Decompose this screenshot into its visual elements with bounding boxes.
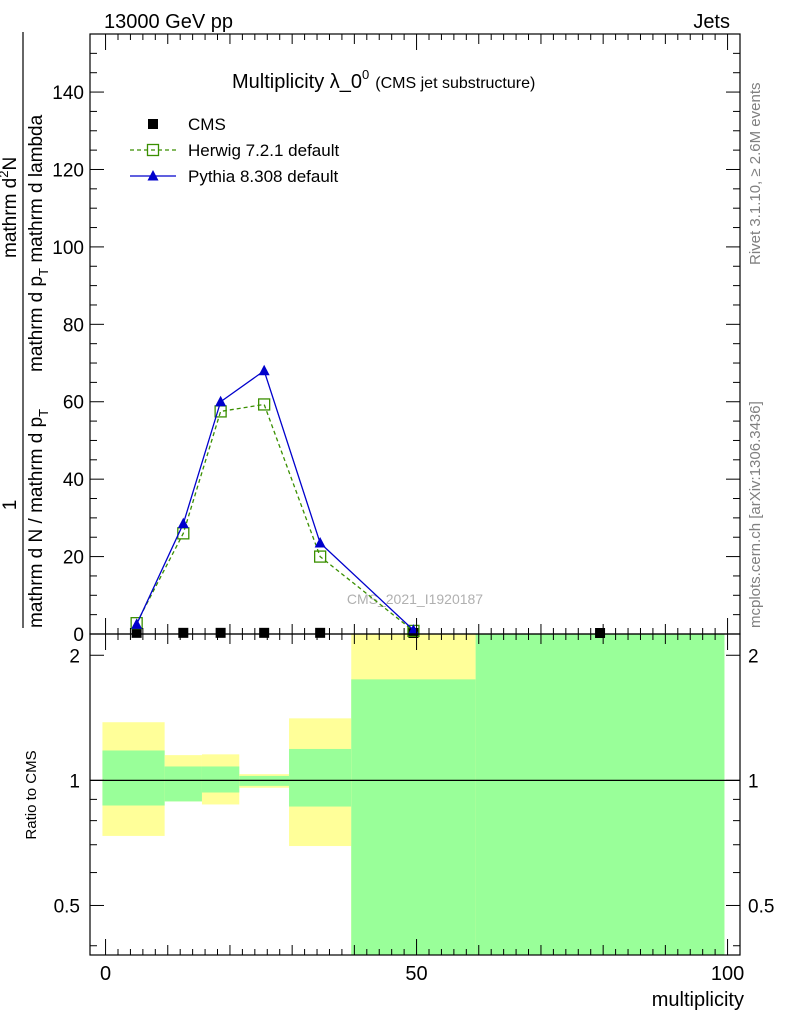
rivet-version-text: Rivet 3.1.10, ≥ 2.6M events xyxy=(747,83,764,266)
plot-axes: 0 20 40 60 80 100 120 140 0 50 100 0.5 0.5 1 1 2 2 xyxy=(52,33,774,985)
legend-entry-2: Pythia 8.308 default xyxy=(130,167,339,186)
data-point-1-4 xyxy=(313,550,327,563)
analysis-watermark: CMS_2021_I1920187 xyxy=(347,591,483,607)
main-y-axis-label: 1 mathrm d N / mathrm d pT mathrm d2N ma… xyxy=(0,32,51,628)
ratio-band-green-5 xyxy=(351,679,476,955)
data-point-1-3 xyxy=(258,398,271,411)
legend-label-1: Herwig 7.2.1 default xyxy=(188,141,339,160)
legend-marker-2 xyxy=(147,170,159,181)
x-tick-label: 0 xyxy=(100,963,111,985)
ratio-y-tick-label-right: 1 xyxy=(748,771,759,792)
data-point-0-4 xyxy=(315,627,326,638)
ratio-y-tick-label: 2 xyxy=(69,646,80,667)
series-2 xyxy=(131,364,419,635)
main-y-tick-label: 140 xyxy=(52,83,84,104)
ratio-band-green-1 xyxy=(164,766,202,802)
main-y-tick-label: 100 xyxy=(52,238,84,259)
data-point-0-0 xyxy=(131,627,142,638)
ratio-band-green-6 xyxy=(475,634,725,955)
ylabel-rhs-top: mathrm d2N xyxy=(0,157,21,258)
legend-marker-1 xyxy=(146,143,160,157)
main-plot-title: Multiplicity λ_00(CMS jet substructure) xyxy=(232,67,535,93)
data-point-0-1 xyxy=(178,627,189,638)
main-y-tick-label: 80 xyxy=(63,315,84,336)
legend-label-2: Pythia 8.308 default xyxy=(188,167,339,186)
title-main-text: Multiplicity λ_00(CMS jet substructure) xyxy=(232,67,535,93)
legend-entry-0: CMS xyxy=(148,115,226,134)
main-y-tick-label: 0 xyxy=(73,625,84,646)
data-point-2-3 xyxy=(258,364,270,376)
data-point-0-6 xyxy=(595,628,606,638)
ratio-y-tick-label-right: 0.5 xyxy=(748,896,774,917)
data-point-2-4 xyxy=(314,537,326,548)
main-y-tick-label: 20 xyxy=(63,548,84,569)
legend-label-0: CMS xyxy=(188,115,226,134)
ratio-y-tick-label: 0.5 xyxy=(54,896,80,917)
ylabel-denominator: mathrm d N / mathrm d pT xyxy=(26,409,51,628)
main-y-tick-label: 60 xyxy=(63,393,84,414)
series-1 xyxy=(130,398,420,638)
x-tick-label: 100 xyxy=(711,963,744,985)
ratio-band-green-2 xyxy=(201,766,240,793)
mcplots-reference-text: mcplots.cern.ch [arXiv:1306.3436] xyxy=(747,401,764,628)
legend: CMS Herwig 7.2.1 default Pythia 8.308 defa… xyxy=(130,115,339,186)
series-line-2 xyxy=(136,369,414,631)
data-point-2-1 xyxy=(177,517,189,529)
legend-entry-1: Herwig 7.2.1 default xyxy=(130,141,339,160)
series-line-1 xyxy=(136,403,414,632)
ylabel-rhs-bottom: mathrm d pT mathrm d lambda xyxy=(26,114,51,372)
ratio-band-green-4 xyxy=(289,748,352,807)
ratio-y-tick-label: 1 xyxy=(69,771,80,792)
x-axis-title: multiplicity xyxy=(652,989,744,1011)
ratio-plot-frame xyxy=(89,633,741,956)
data-point-2-0 xyxy=(131,618,143,629)
header-left: 13000 GeV pp xyxy=(104,11,233,33)
data-point-0-2 xyxy=(215,627,226,638)
ylabel-numerator: 1 xyxy=(0,500,21,511)
main-y-tick-label: 40 xyxy=(63,470,84,491)
main-y-tick-label: 120 xyxy=(52,160,84,181)
main-plot-series xyxy=(130,364,606,638)
data-point-0-3 xyxy=(259,627,270,638)
header-right: Jets xyxy=(693,11,730,33)
ratio-band-green-0 xyxy=(102,750,165,806)
ratio-bands xyxy=(90,634,740,955)
ratio-y-axis-label: Ratio to CMS xyxy=(23,750,40,839)
data-point-2-2 xyxy=(215,395,227,407)
ratio-y-tick-label-right: 2 xyxy=(748,646,759,667)
legend-marker-0 xyxy=(148,119,158,129)
x-tick-label: 50 xyxy=(405,963,427,985)
